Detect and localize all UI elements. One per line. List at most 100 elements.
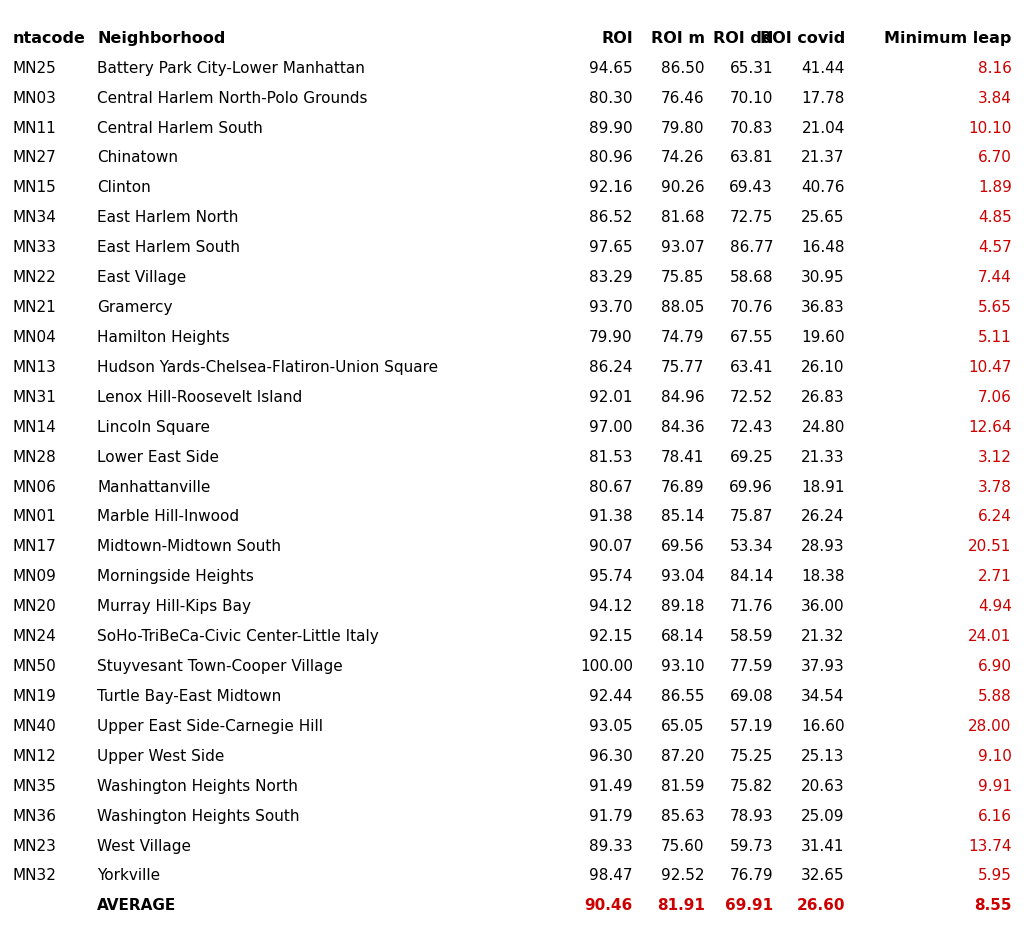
Text: MN23: MN23 [12, 839, 56, 854]
Text: Stuyvesant Town-Cooper Village: Stuyvesant Town-Cooper Village [97, 659, 343, 674]
Text: 76.89: 76.89 [660, 480, 705, 495]
Text: Minimum leap: Minimum leap [885, 31, 1012, 46]
Text: 26.60: 26.60 [797, 898, 845, 913]
Text: 86.52: 86.52 [590, 211, 633, 226]
Text: East Village: East Village [97, 270, 186, 285]
Text: 92.44: 92.44 [590, 689, 633, 704]
Text: 69.08: 69.08 [729, 689, 773, 704]
Text: 91.79: 91.79 [589, 809, 633, 824]
Text: 69.25: 69.25 [729, 449, 773, 464]
Text: 80.67: 80.67 [590, 480, 633, 495]
Text: 91.38: 91.38 [589, 510, 633, 525]
Text: 93.05: 93.05 [589, 719, 633, 733]
Text: Washington Heights North: Washington Heights North [97, 779, 298, 794]
Text: 5.88: 5.88 [978, 689, 1012, 704]
Text: 70.83: 70.83 [730, 120, 773, 135]
Text: 34.54: 34.54 [802, 689, 845, 704]
Text: 70.76: 70.76 [730, 300, 773, 315]
Text: 24.01: 24.01 [969, 629, 1012, 644]
Text: 81.91: 81.91 [656, 898, 705, 913]
Text: 25.09: 25.09 [802, 809, 845, 824]
Text: Lower East Side: Lower East Side [97, 449, 219, 464]
Text: 76.79: 76.79 [729, 869, 773, 884]
Text: 30.95: 30.95 [801, 270, 845, 285]
Text: 37.93: 37.93 [801, 659, 845, 674]
Text: MN12: MN12 [12, 748, 56, 763]
Text: 79.90: 79.90 [589, 330, 633, 345]
Text: 8.16: 8.16 [978, 61, 1012, 75]
Text: Gramercy: Gramercy [97, 300, 173, 315]
Text: 86.77: 86.77 [730, 240, 773, 255]
Text: East Harlem South: East Harlem South [97, 240, 241, 255]
Text: MN21: MN21 [12, 300, 56, 315]
Text: 90.07: 90.07 [590, 540, 633, 555]
Text: 93.70: 93.70 [589, 300, 633, 315]
Text: 89.90: 89.90 [589, 120, 633, 135]
Text: 80.96: 80.96 [589, 150, 633, 165]
Text: West Village: West Village [97, 839, 191, 854]
Text: 4.94: 4.94 [978, 599, 1012, 614]
Text: 79.80: 79.80 [662, 120, 705, 135]
Text: 6.70: 6.70 [978, 150, 1012, 165]
Text: 63.41: 63.41 [729, 360, 773, 375]
Text: 63.81: 63.81 [729, 150, 773, 165]
Text: 18.38: 18.38 [802, 569, 845, 584]
Text: 93.04: 93.04 [660, 569, 705, 584]
Text: Washington Heights South: Washington Heights South [97, 809, 300, 824]
Text: 58.59: 58.59 [730, 629, 773, 644]
Text: Midtown-Midtown South: Midtown-Midtown South [97, 540, 282, 555]
Text: 88.05: 88.05 [662, 300, 705, 315]
Text: MN31: MN31 [12, 390, 56, 404]
Text: 7.06: 7.06 [978, 390, 1012, 404]
Text: 8.55: 8.55 [974, 898, 1012, 913]
Text: Murray Hill-Kips Bay: Murray Hill-Kips Bay [97, 599, 251, 614]
Text: 83.29: 83.29 [589, 270, 633, 285]
Text: 81.59: 81.59 [662, 779, 705, 794]
Text: Neighborhood: Neighborhood [97, 31, 225, 46]
Text: Yorkville: Yorkville [97, 869, 161, 884]
Text: 53.34: 53.34 [729, 540, 773, 555]
Text: 9.91: 9.91 [978, 779, 1012, 794]
Text: 1.89: 1.89 [978, 181, 1012, 196]
Text: 69.96: 69.96 [729, 480, 773, 495]
Text: 19.60: 19.60 [801, 330, 845, 345]
Text: 71.76: 71.76 [730, 599, 773, 614]
Text: 21.33: 21.33 [801, 449, 845, 464]
Text: 78.41: 78.41 [662, 449, 705, 464]
Text: 75.82: 75.82 [730, 779, 773, 794]
Text: East Harlem North: East Harlem North [97, 211, 239, 226]
Text: ROI covid: ROI covid [760, 31, 845, 46]
Text: 69.43: 69.43 [729, 181, 773, 196]
Text: 21.32: 21.32 [802, 629, 845, 644]
Text: 69.56: 69.56 [660, 540, 705, 555]
Text: 75.87: 75.87 [730, 510, 773, 525]
Text: 5.11: 5.11 [978, 330, 1012, 345]
Text: 75.85: 75.85 [662, 270, 705, 285]
Text: 20.51: 20.51 [969, 540, 1012, 555]
Text: Battery Park City-Lower Manhattan: Battery Park City-Lower Manhattan [97, 61, 366, 75]
Text: 3.78: 3.78 [978, 480, 1012, 495]
Text: MN32: MN32 [12, 869, 56, 884]
Text: MN19: MN19 [12, 689, 56, 704]
Text: 32.65: 32.65 [801, 869, 845, 884]
Text: MN50: MN50 [12, 659, 56, 674]
Text: Hamilton Heights: Hamilton Heights [97, 330, 230, 345]
Text: 6.16: 6.16 [978, 809, 1012, 824]
Text: 25.65: 25.65 [802, 211, 845, 226]
Text: 100.00: 100.00 [580, 659, 633, 674]
Text: 69.91: 69.91 [725, 898, 773, 913]
Text: 12.64: 12.64 [969, 419, 1012, 434]
Text: 26.24: 26.24 [802, 510, 845, 525]
Text: 75.77: 75.77 [662, 360, 705, 375]
Text: 98.47: 98.47 [590, 869, 633, 884]
Text: MN17: MN17 [12, 540, 56, 555]
Text: ROI dd: ROI dd [713, 31, 773, 46]
Text: 13.74: 13.74 [969, 839, 1012, 854]
Text: 57.19: 57.19 [730, 719, 773, 733]
Text: 93.10: 93.10 [660, 659, 705, 674]
Text: MN03: MN03 [12, 90, 56, 105]
Text: 25.13: 25.13 [802, 748, 845, 763]
Text: ROI m: ROI m [650, 31, 705, 46]
Text: MN04: MN04 [12, 330, 56, 345]
Text: Central Harlem South: Central Harlem South [97, 120, 263, 135]
